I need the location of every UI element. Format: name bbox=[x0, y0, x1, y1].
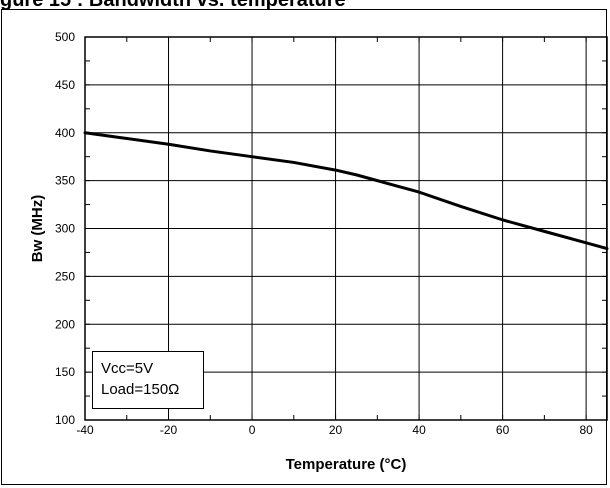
plot-area-border bbox=[84, 36, 608, 421]
tick-labels: -40 -20 0 20 40 60 80 100 150 200 250 300 350 400 450 5… bbox=[55, 30, 593, 437]
figure-title: gure 15 : Bandwidth vs. temperature bbox=[0, 0, 346, 11]
y-tick-label: 350 bbox=[55, 174, 75, 188]
y-tick-label: 150 bbox=[55, 365, 75, 379]
x-tick-label: -40 bbox=[76, 423, 94, 437]
y-tick-label: 450 bbox=[55, 78, 75, 92]
load-label: Load=150Ω bbox=[101, 381, 180, 398]
y-axis-title: Bw (MHz) bbox=[29, 195, 46, 263]
x-tick-label: 60 bbox=[496, 423, 510, 437]
y-tick-label: 400 bbox=[55, 126, 75, 140]
x-tick-label: 0 bbox=[249, 423, 256, 437]
y-tick-label: 250 bbox=[55, 269, 75, 283]
x-tick-label: 20 bbox=[329, 423, 343, 437]
y-tick-label: 200 bbox=[55, 317, 75, 331]
grid-lines bbox=[85, 37, 607, 420]
series-layer bbox=[83, 131, 609, 251]
x-tick-label: 40 bbox=[412, 423, 426, 437]
conditions-legend-box: Vcc=5V Load=150Ω bbox=[92, 351, 204, 409]
y-tick-label: 300 bbox=[55, 222, 75, 236]
x-tick-label: 80 bbox=[579, 423, 593, 437]
x-axis-title: Temperature (°C) bbox=[286, 456, 407, 473]
bandwidth-series-line bbox=[83, 131, 609, 251]
x-tick-label: -20 bbox=[160, 423, 178, 437]
y-tick-label: 500 bbox=[55, 30, 75, 44]
vcc-label: Vcc=5V bbox=[101, 360, 154, 377]
y-tick-label: 100 bbox=[55, 413, 75, 427]
